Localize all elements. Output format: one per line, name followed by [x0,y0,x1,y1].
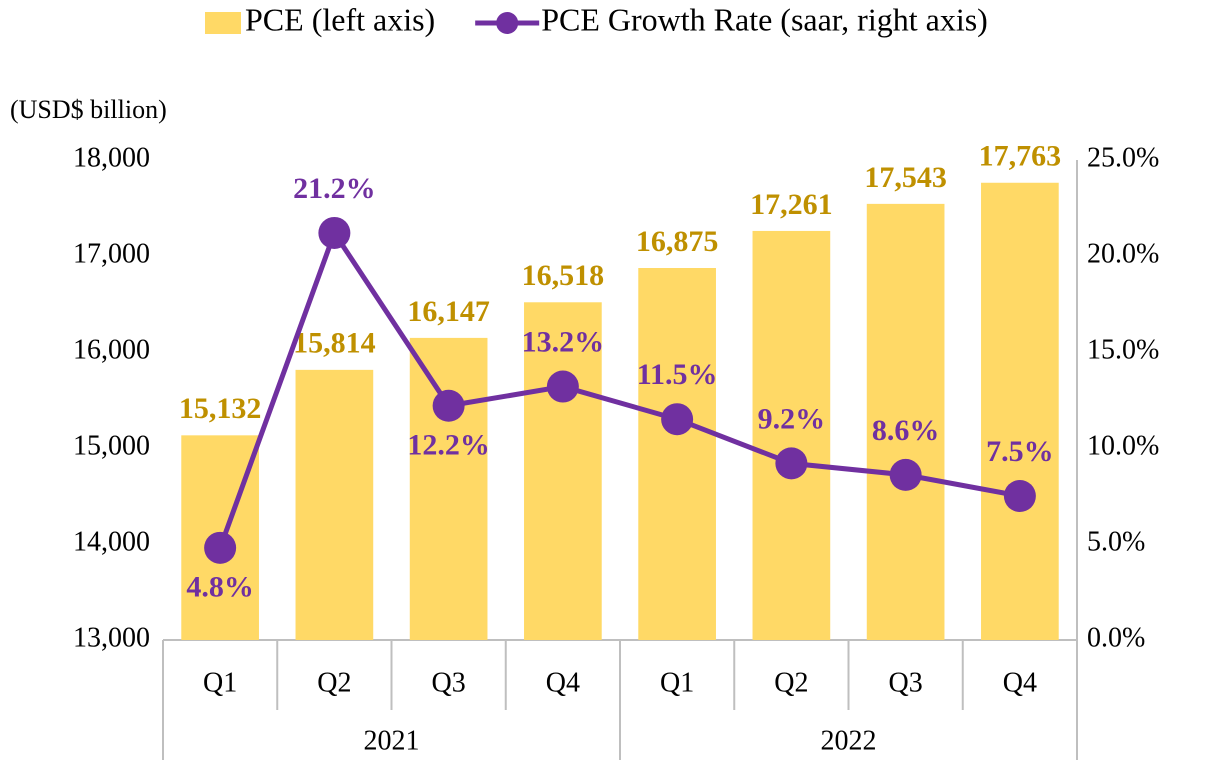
line-value-label: 11.5% [637,358,718,391]
line-value-label: 7.5% [986,435,1054,468]
x-tick-label: Q4 [1003,667,1037,698]
bar-value-label: 16,875 [636,225,719,258]
y-tick-label: 13,000 [73,622,150,653]
y2-tick-label: 10.0% [1087,430,1159,461]
y-axis-label: (USD$ billion) [10,95,167,124]
line-value-label: 4.8% [186,571,254,604]
x-tick-label: Q1 [660,667,694,698]
x-group-label: 2021 [364,725,420,756]
y-tick-label: 15,000 [73,430,150,461]
bar-value-label: 16,518 [522,259,605,292]
line-marker [204,531,237,564]
line-marker [889,458,922,491]
bar [524,302,602,640]
x-tick-label: Q1 [203,667,237,698]
bar [866,203,945,640]
bar-value-label: 17,763 [979,140,1062,173]
line-marker [432,389,465,422]
x-group-label: 2022 [821,725,877,756]
line-value-label: 21.2% [293,172,376,205]
y2-tick-label: 15.0% [1087,334,1159,365]
x-tick-label: Q3 [889,667,923,698]
bar-value-label: 15,814 [293,327,376,360]
line-value-label: 9.2% [758,402,826,435]
legend-swatch [496,12,519,34]
line [217,227,1021,549]
x-tick-label: Q2 [774,667,808,698]
y-tick-label: 14,000 [73,526,150,557]
line-marker [318,216,351,249]
bar [752,230,831,640]
line-marker [661,403,694,436]
legend-label: PCE Growth Rate (saar, right axis) [541,1,988,37]
bar [638,268,716,640]
x-tick-label: Q4 [546,667,580,698]
bar-value-label: 15,132 [179,392,262,425]
line-value-label: 13.2% [522,325,605,358]
bar [295,369,374,640]
y-tick-label: 17,000 [73,238,150,269]
line-marker [775,447,808,480]
y-tick-label: 16,000 [73,334,150,365]
line-value-label: 8.6% [872,414,940,447]
bar-value-label: 17,261 [750,188,833,221]
line-marker [1003,480,1036,512]
line-marker [546,370,579,403]
line-value-label: 12.2% [407,429,490,462]
bar-value-label: 16,147 [407,295,490,328]
bar [981,182,1059,640]
y2-tick-label: 5.0% [1087,526,1145,557]
x-tick-label: Q2 [317,667,351,698]
y2-tick-label: 25.0% [1087,142,1159,173]
legend-swatch [205,12,241,34]
legend-label: PCE (left axis) [245,1,435,37]
y2-tick-label: 20.0% [1087,238,1159,269]
bar [409,337,488,640]
x-tick-label: Q3 [432,667,466,698]
y2-tick-label: 0.0% [1087,622,1145,653]
bar-value-label: 17,543 [864,161,947,194]
y-tick-label: 18,000 [73,142,150,173]
